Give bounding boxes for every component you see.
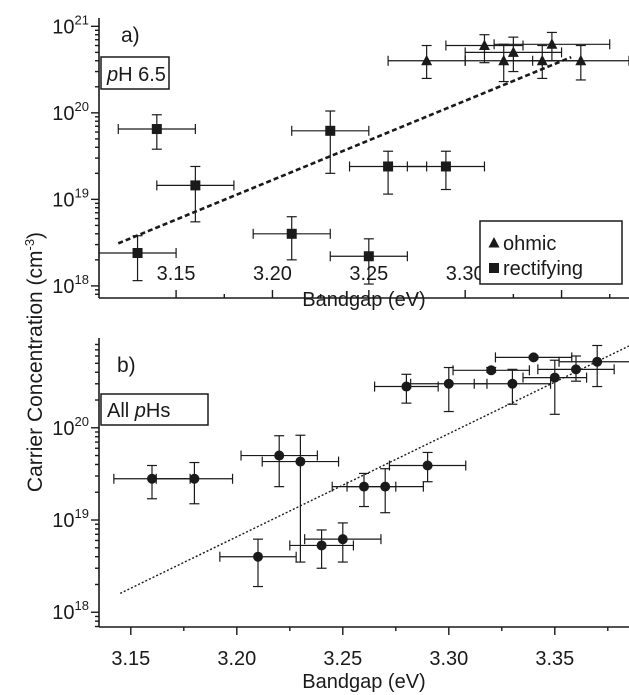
x-tick-label: 3.15 (111, 648, 150, 670)
y-tick-label: 1020 (52, 414, 89, 440)
y-tick-base: 10 (52, 103, 74, 125)
legend-label: ohmic (503, 233, 556, 255)
annotation-box (100, 393, 209, 426)
data-point-circle (592, 356, 603, 367)
data-point-circle (401, 381, 412, 392)
legend-box (479, 220, 623, 285)
data-point-circle (316, 540, 327, 551)
data-point-square (132, 247, 143, 258)
y-tick-exponent: 20 (75, 99, 89, 114)
data-point-square (363, 251, 374, 262)
y-tick-base: 10 (52, 510, 74, 532)
data-point-triangle (507, 46, 519, 57)
y-tick-exponent: 20 (75, 414, 89, 429)
annotation-text: pH 6.5 (106, 64, 166, 86)
y-tick-base: 10 (52, 276, 74, 298)
x-tick-label: 3.25 (323, 648, 362, 670)
annotation-box (100, 56, 170, 90)
annotation-italic: p (134, 400, 146, 422)
data-point-square (151, 124, 162, 135)
series-all (113, 344, 629, 588)
data-point-square (383, 161, 394, 172)
shared-y-axis-label-text: Carrier Concentration (cm (24, 250, 47, 492)
annotation-suffix: Hs (146, 400, 170, 422)
x-axis-label: Bandgap (eV) (302, 671, 425, 693)
series-rectifying (98, 110, 486, 285)
x-tick-label: 3.20 (217, 648, 256, 670)
legend-square-icon (489, 263, 499, 273)
data-point-triangle (546, 38, 558, 49)
y-tick-label: 1018 (52, 598, 89, 624)
legend-label: rectifying (503, 258, 583, 280)
data-point-triangle (575, 54, 587, 66)
y-tick-base: 10 (52, 16, 74, 38)
x-tick-label: 3.30 (429, 648, 468, 670)
panel-label: b) (117, 354, 136, 377)
y-tick-exponent: 18 (75, 272, 89, 287)
legend: ohmic rectifying (479, 220, 623, 285)
data-point-square (190, 180, 201, 191)
y-tick-label: 1018 (52, 272, 89, 298)
annotation-suffix: H 6.5 (118, 64, 166, 86)
y-tick-exponent: 18 (75, 598, 89, 613)
data-point-triangle (536, 54, 548, 66)
data-point-circle (274, 450, 285, 461)
data-point-circle (253, 551, 263, 562)
data-point-triangle (421, 54, 433, 66)
y-tick-label: 1020 (52, 99, 89, 125)
data-point-circle (507, 378, 518, 389)
legend-triangle-icon (488, 237, 500, 248)
data-point-circle (486, 365, 497, 376)
y-tick-label: 1019 (52, 506, 89, 532)
y-tick-label: 1021 (52, 12, 89, 38)
y-tick-exponent: 19 (75, 506, 89, 521)
shared-y-axis-label: Carrier Concentration (cm-3) (22, 232, 47, 492)
shared-y-axis-label-close: ) (24, 232, 47, 239)
annotation-italic: p (106, 64, 118, 86)
data-point-circle (443, 378, 454, 389)
x-tick-label: 3.15 (157, 263, 196, 285)
data-point-circle (337, 534, 348, 545)
data-point-circle (295, 456, 306, 467)
fit-line (117, 55, 572, 245)
data-point-circle (189, 473, 200, 484)
shared-y-axis-label-superscript: -3 (22, 239, 37, 251)
series-ohmic (387, 31, 629, 83)
x-tick-label: 3.35 (535, 648, 574, 670)
annotation-prefix: All (107, 400, 135, 422)
data-point-square (286, 228, 297, 239)
data-point-circle (422, 460, 433, 471)
data-point-square (325, 125, 336, 136)
x-axis-label: Bandgap (eV) (302, 289, 425, 311)
data-point-circle (380, 481, 391, 492)
y-tick-exponent: 19 (75, 185, 89, 200)
y-tick-label: 1019 (52, 185, 89, 211)
data-point-square (440, 161, 451, 172)
x-tick-label: 3.20 (253, 263, 292, 285)
data-point-triangle (478, 39, 490, 51)
data-point-circle (571, 364, 581, 375)
data-point-circle (147, 473, 157, 484)
x-tick-label: 3.30 (446, 263, 485, 285)
panel-label: a) (121, 24, 140, 47)
y-tick-base: 10 (52, 189, 74, 211)
data-point-circle (549, 372, 560, 383)
y-tick-base: 10 (52, 418, 74, 440)
annotation-text: All pHs (107, 400, 170, 422)
y-tick-base: 10 (52, 602, 74, 624)
data-point-circle (528, 352, 539, 363)
y-tick-exponent: 21 (75, 12, 89, 27)
